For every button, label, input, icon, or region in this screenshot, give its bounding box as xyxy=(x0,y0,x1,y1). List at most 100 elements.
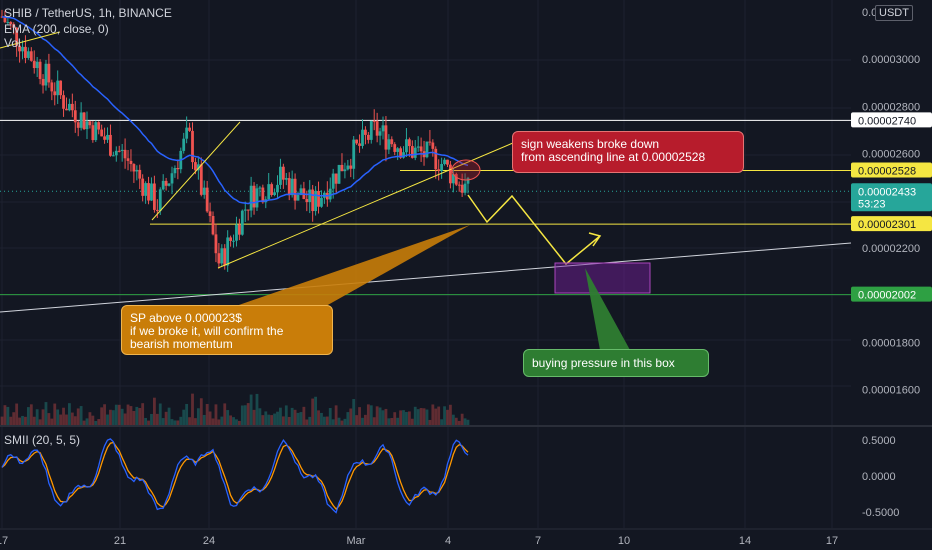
candle-body xyxy=(384,125,388,150)
volume-bar xyxy=(311,398,315,425)
volume-bar xyxy=(243,405,247,425)
volume-bar xyxy=(264,411,268,425)
volume-legend[interactable]: Vol xyxy=(4,36,21,50)
candle-body xyxy=(349,165,353,169)
candle-body xyxy=(463,183,467,193)
volume-bar xyxy=(273,413,276,425)
volume-bar xyxy=(223,403,227,425)
candle-body xyxy=(331,173,335,189)
candle-body xyxy=(396,148,400,152)
volume-bar xyxy=(217,419,221,425)
candle-body xyxy=(372,120,376,122)
volume-bar xyxy=(293,409,297,425)
axes: 0.000000.000030000.000028000.000026000.0… xyxy=(0,7,932,547)
candle-body xyxy=(138,169,142,179)
orange-box-line-2: if we broke it, will confirm the xyxy=(130,324,284,338)
price-tick-label: 0.00002800 xyxy=(862,101,920,113)
candle-body xyxy=(284,178,288,180)
candle-body xyxy=(290,178,294,196)
volume-bar xyxy=(141,403,145,425)
candle-body xyxy=(85,121,89,130)
volume-bar xyxy=(65,414,68,425)
candle-body xyxy=(226,237,230,266)
annotation-green-box[interactable]: buying pressure in this box xyxy=(523,349,709,377)
candle-body xyxy=(437,169,441,171)
volume-bar xyxy=(451,414,455,425)
volume-bar xyxy=(334,405,338,425)
candle-body xyxy=(369,120,373,140)
volume-bar xyxy=(337,417,341,425)
price-label-badge xyxy=(851,286,932,302)
volume-bar xyxy=(35,409,39,425)
annotation-orange-box[interactable]: SP above 0.000023$ if we broke it, will … xyxy=(121,305,333,355)
price-label-text: 0.00002528 xyxy=(858,165,916,177)
candle-body xyxy=(176,168,180,170)
orange-box-line-3: bearish momentum xyxy=(130,337,233,351)
candle-body xyxy=(208,211,212,217)
ema-200-line xyxy=(1,16,469,205)
volume-bar xyxy=(449,404,452,425)
candle-body xyxy=(240,210,244,235)
candle-body xyxy=(387,139,391,150)
volume-bar xyxy=(147,420,150,425)
trend-line xyxy=(0,31,61,49)
volume-bar xyxy=(103,404,106,425)
volume-bar xyxy=(457,420,461,425)
volume-bar xyxy=(188,417,191,425)
volume-bar xyxy=(208,411,212,425)
candle-body xyxy=(173,168,177,174)
volume-bar xyxy=(164,411,168,425)
volume-bar xyxy=(281,416,285,425)
candle-body xyxy=(273,192,276,195)
volume-bar xyxy=(185,403,189,425)
candle-body xyxy=(73,110,77,123)
volume-bar xyxy=(47,413,51,425)
orange-box-line-1: SP above 0.000023$ xyxy=(130,311,242,325)
volume-bar xyxy=(431,404,435,425)
volume-bar xyxy=(12,412,16,425)
candle-body xyxy=(425,141,429,158)
volume-bars xyxy=(0,393,470,425)
projection-arrowhead xyxy=(588,232,602,247)
volume-bar xyxy=(161,418,165,425)
smii-legend[interactable]: SMII (20, 5, 5) xyxy=(4,433,81,447)
candle-body xyxy=(252,185,256,208)
volume-bar xyxy=(170,419,174,425)
price-tick-label: 0.00003000 xyxy=(862,54,920,66)
candle-body xyxy=(261,187,265,203)
candle-body xyxy=(50,82,54,92)
volume-bar xyxy=(466,419,470,425)
volume-bar xyxy=(413,406,417,425)
price-tick-label: 0.00002200 xyxy=(862,243,920,255)
volume-bar xyxy=(41,409,45,425)
candle-body xyxy=(381,125,385,132)
candle-body xyxy=(334,173,338,184)
candle-body xyxy=(158,189,162,211)
price-label-badge xyxy=(851,183,932,212)
candle-body xyxy=(214,234,218,254)
candle-body xyxy=(402,152,405,158)
candle-body xyxy=(419,146,423,152)
ema-legend[interactable]: EMA (200, close, 0) xyxy=(4,22,109,36)
volume-bar xyxy=(352,399,356,425)
candle-body xyxy=(416,146,420,148)
volume-bar xyxy=(361,417,364,425)
candle-body xyxy=(311,189,315,212)
candle-body xyxy=(443,159,446,164)
candle-body xyxy=(194,162,197,171)
candle-body xyxy=(378,131,382,136)
ascending-line xyxy=(217,139,521,269)
volume-bar xyxy=(226,410,230,425)
candle-body xyxy=(141,178,145,196)
candle-body xyxy=(135,169,139,172)
annotation-red-box[interactable]: sign weakens broke down from ascending l… xyxy=(512,131,744,173)
volume-bar xyxy=(94,420,98,425)
volume-bar xyxy=(290,407,294,425)
volume-bar xyxy=(144,417,148,425)
candle-body xyxy=(410,146,414,158)
candle-body xyxy=(217,253,221,264)
currency-selector[interactable]: USDT xyxy=(875,5,913,21)
volume-bar xyxy=(88,412,92,425)
candle-body xyxy=(29,51,33,61)
